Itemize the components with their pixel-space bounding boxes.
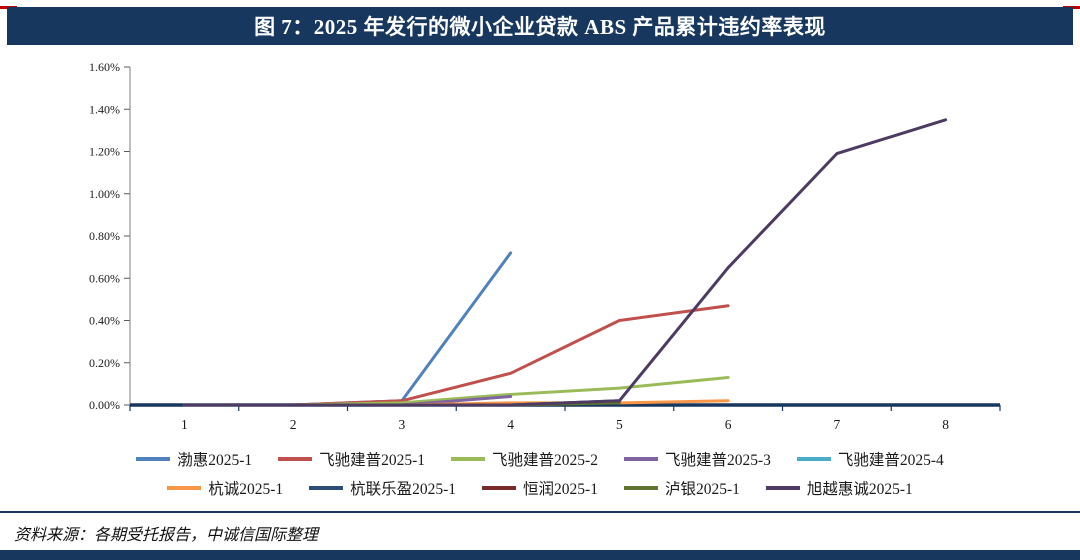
legend-item: 杭诚2025-1 <box>167 477 283 499</box>
y-tick-label: 1.40% <box>89 102 120 116</box>
legend-swatch <box>278 457 313 461</box>
legend-swatch <box>482 486 517 490</box>
x-tick-label: 3 <box>399 417 406 432</box>
legend-swatch <box>167 486 202 490</box>
legend-label: 恒润2025-1 <box>523 481 598 498</box>
legend-item: 旭越惠诚2025-1 <box>765 477 913 499</box>
chart-area: 0.00% 0.20% 0.40% 0.60% 0.80% 1.00% 1.20% 1.40%… <box>10 55 1070 447</box>
legend-row: 渤惠2025-1 飞驰建普2025-1 飞驰建普2025-2 飞驰建普2025-3 飞驰… <box>123 448 957 470</box>
y-tick-label: 1.60% <box>89 60 120 74</box>
legend-swatch <box>623 486 658 490</box>
chart-legend: 渤惠2025-1 飞驰建普2025-1 飞驰建普2025-2 飞驰建普2025-3 飞驰… <box>0 448 1080 499</box>
y-tick-label: 0.20% <box>89 356 120 370</box>
source-note: 资料来源：各期受托报告，中诚信国际整理 <box>14 527 319 544</box>
line-chart: 0.00% 0.20% 0.40% 0.60% 0.80% 1.00% 1.20% 1.40%… <box>89 60 1001 432</box>
x-tick-label: 7 <box>834 417 841 432</box>
legend-item: 恒润2025-1 <box>482 477 598 499</box>
legend-swatch <box>451 457 486 461</box>
legend-item: 飞驰建普2025-2 <box>451 448 598 470</box>
legend-item: 渤惠2025-1 <box>136 448 252 470</box>
legend-label: 杭诚2025-1 <box>208 481 284 498</box>
legend-label: 泸银2025-1 <box>664 481 740 498</box>
x-tick-label: 5 <box>616 417 623 432</box>
y-tick-label: 1.20% <box>89 145 120 159</box>
legend-item: 飞驰建普2025-4 <box>796 448 944 470</box>
legend-swatch <box>623 457 658 461</box>
legend-row: 杭诚2025-1 杭联乐盈2025-1 恒润2025-1 泸银2025-1 旭越惠诚20… <box>154 477 926 499</box>
x-tick-label: 4 <box>507 417 514 432</box>
divider-rule <box>0 511 1080 513</box>
legend-swatch <box>309 486 344 490</box>
legend-label: 飞驰建普2025-4 <box>837 452 944 469</box>
legend-label: 飞驰建普2025-3 <box>664 452 771 469</box>
series-line <box>182 118 948 407</box>
legend-item: 泸银2025-1 <box>623 477 740 499</box>
legend-swatch <box>765 486 800 490</box>
y-tick-label: 1.00% <box>89 187 120 201</box>
x-tick-label: 6 <box>725 417 732 432</box>
legend-item: 飞驰建普2025-1 <box>278 448 425 470</box>
legend-swatch <box>796 457 831 461</box>
bottom-bar <box>0 550 1080 560</box>
legend-label: 杭联乐盈2025-1 <box>350 481 457 498</box>
legend-label: 飞驰建普2025-1 <box>319 452 426 469</box>
legend-item: 飞驰建普2025-3 <box>623 448 771 470</box>
x-tick-label: 8 <box>942 417 949 432</box>
series-line <box>182 251 513 407</box>
legend-label: 渤惠2025-1 <box>177 452 253 469</box>
y-tick-label: 0.00% <box>89 398 120 412</box>
y-tick-label: 0.60% <box>89 271 120 285</box>
legend-item: 杭联乐盈2025-1 <box>309 477 456 499</box>
y-tick-label: 0.80% <box>89 229 120 243</box>
legend-swatch <box>136 457 171 461</box>
figure-title-bar: 图 7：2025 年发行的微小企业贷款 ABS 产品累计违约率表现 <box>7 7 1073 45</box>
legend-label: 旭越惠诚2025-1 <box>806 481 913 498</box>
figure-title: 图 7：2025 年发行的微小企业贷款 ABS 产品累计违约率表现 <box>254 15 826 39</box>
x-tick-label: 2 <box>290 417 297 432</box>
legend-label: 飞驰建普2025-2 <box>492 452 598 469</box>
series-line <box>182 304 730 407</box>
y-tick-label: 0.40% <box>89 314 120 328</box>
x-tick-label: 1 <box>181 417 188 432</box>
